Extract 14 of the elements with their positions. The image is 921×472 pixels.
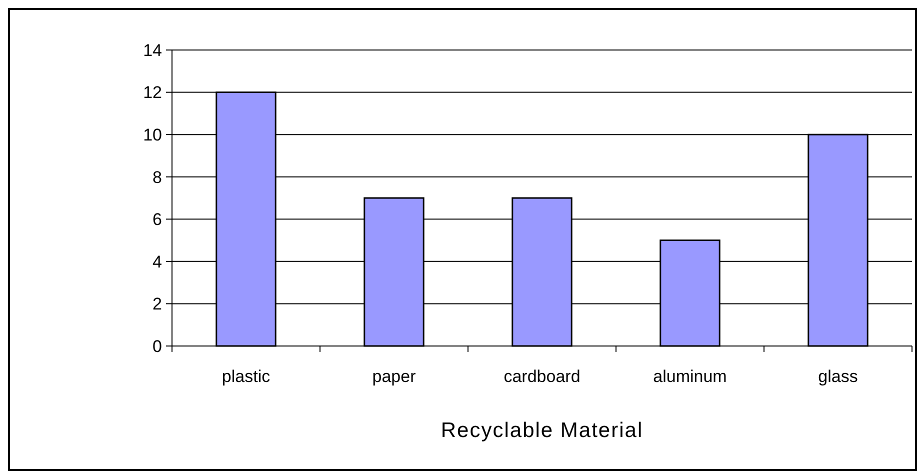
y-tick-label: 10 [143, 126, 162, 145]
x-tick-label: cardboard [504, 367, 580, 386]
y-tick-label: 12 [143, 83, 162, 102]
y-tick-label: 4 [152, 252, 162, 272]
x-axis-title: Recyclable Material [440, 419, 644, 442]
y-tick-label: 2 [152, 294, 162, 314]
y-tick-label: 6 [152, 210, 162, 230]
x-tick-label: paper [372, 367, 416, 386]
x-tick-label: plastic [222, 367, 271, 386]
x-tick-label: aluminum [653, 367, 727, 386]
y-tick-label: 0 [152, 336, 162, 356]
x-tick-label: glass [818, 367, 858, 386]
y-tick-label: 14 [143, 40, 162, 60]
y-tick-label: 8 [152, 168, 162, 187]
